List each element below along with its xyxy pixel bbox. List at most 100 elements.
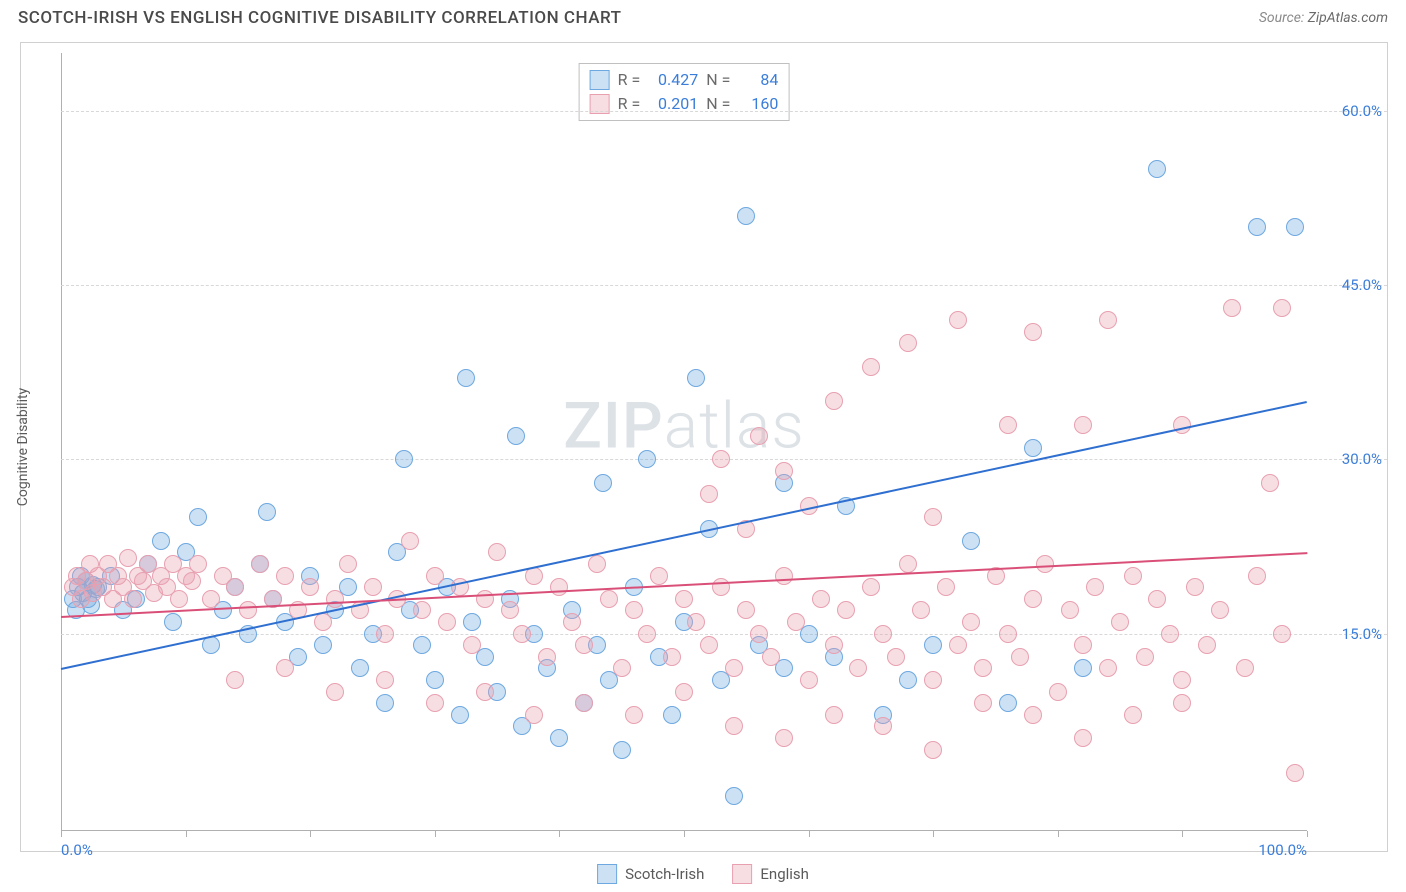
data-point-english xyxy=(800,671,818,689)
data-point-english xyxy=(874,625,892,643)
data-point-english xyxy=(737,601,755,619)
data-point-english xyxy=(750,625,768,643)
data-point-english xyxy=(364,578,382,596)
x-tick xyxy=(684,831,685,837)
x-tick xyxy=(186,831,187,837)
data-point-english xyxy=(924,741,942,759)
data-point-scotch_irish xyxy=(899,671,917,689)
data-point-english xyxy=(339,555,357,573)
source-link[interactable]: ZipAtlas.com xyxy=(1308,10,1388,26)
data-point-scotch_irish xyxy=(189,508,207,526)
r-label: R = xyxy=(618,68,641,92)
data-point-english xyxy=(775,567,793,585)
data-point-scotch_irish xyxy=(152,532,170,550)
x-tick xyxy=(1058,831,1059,837)
data-point-english xyxy=(1074,416,1092,434)
data-point-english xyxy=(837,601,855,619)
n-label: N = xyxy=(706,68,730,92)
data-point-english xyxy=(401,532,419,550)
data-point-english xyxy=(1099,659,1117,677)
x-tick xyxy=(1182,831,1183,837)
data-point-english xyxy=(825,636,843,654)
data-point-english xyxy=(476,590,494,608)
data-point-english xyxy=(1148,590,1166,608)
data-point-english xyxy=(276,567,294,585)
data-point-scotch_irish xyxy=(507,427,525,445)
y-tick-label: 60.0% xyxy=(1342,102,1382,120)
data-point-english xyxy=(1024,706,1042,724)
legend-label: English xyxy=(760,865,809,883)
data-point-scotch_irish xyxy=(550,729,568,747)
data-point-english xyxy=(563,613,581,631)
data-point-english xyxy=(538,648,556,666)
legend-label: Scotch-Irish xyxy=(625,865,704,883)
data-point-english xyxy=(675,590,693,608)
swatch-scotch_irish xyxy=(590,70,610,90)
source-attribution: Source: ZipAtlas.com xyxy=(1259,10,1388,26)
data-point-english xyxy=(1173,694,1191,712)
data-point-english xyxy=(750,427,768,445)
correlation-stats-box: R =0.427N =84R =0.201N =160 xyxy=(579,63,790,121)
data-point-scotch_irish xyxy=(426,671,444,689)
data-point-scotch_irish xyxy=(687,369,705,387)
watermark: ZIPatlas xyxy=(563,389,805,464)
data-point-english xyxy=(825,392,843,410)
data-point-english xyxy=(625,601,643,619)
trend-line-english xyxy=(61,552,1307,618)
data-point-english xyxy=(949,636,967,654)
data-point-english xyxy=(326,590,344,608)
data-point-english xyxy=(625,706,643,724)
data-point-english xyxy=(924,671,942,689)
data-point-english xyxy=(426,567,444,585)
data-point-english xyxy=(124,590,142,608)
data-point-english xyxy=(525,706,543,724)
data-point-scotch_irish xyxy=(999,694,1017,712)
stats-row-scotch_irish: R =0.427N =84 xyxy=(590,68,779,92)
data-point-english xyxy=(1136,648,1154,666)
data-point-english xyxy=(924,508,942,526)
data-point-english xyxy=(1198,636,1216,654)
data-point-scotch_irish xyxy=(725,787,743,805)
data-point-english xyxy=(613,659,631,677)
data-point-english xyxy=(1186,578,1204,596)
x-tick xyxy=(310,831,311,837)
data-point-english xyxy=(326,683,344,701)
data-point-english xyxy=(1049,683,1067,701)
chart-header: SCOTCH-IRISH VS ENGLISH COGNITIVE DISABI… xyxy=(0,0,1406,32)
r-value: 0.427 xyxy=(648,68,698,92)
data-point-scotch_irish xyxy=(258,503,276,521)
data-point-english xyxy=(1261,474,1279,492)
data-point-english xyxy=(575,694,593,712)
data-point-english xyxy=(725,659,743,677)
data-point-english xyxy=(1074,729,1092,747)
data-point-english xyxy=(476,683,494,701)
data-point-english xyxy=(1273,625,1291,643)
data-point-english xyxy=(775,462,793,480)
data-point-english xyxy=(638,625,656,643)
data-point-english xyxy=(899,334,917,352)
data-point-english xyxy=(1124,567,1142,585)
data-point-english xyxy=(376,671,394,689)
data-point-english xyxy=(276,659,294,677)
data-point-english xyxy=(575,636,593,654)
data-point-english xyxy=(962,613,980,631)
r-value: 0.201 xyxy=(648,92,698,116)
data-point-scotch_irish xyxy=(395,450,413,468)
data-point-english xyxy=(650,567,668,585)
data-point-english xyxy=(251,555,269,573)
data-point-english xyxy=(301,578,319,596)
x-tick xyxy=(559,831,560,837)
data-point-english xyxy=(488,543,506,561)
x-tick xyxy=(1307,831,1308,837)
data-point-english xyxy=(663,648,681,666)
data-point-scotch_irish xyxy=(737,207,755,225)
data-point-english xyxy=(937,578,955,596)
data-point-english xyxy=(812,590,830,608)
data-point-english xyxy=(874,717,892,735)
data-point-scotch_irish xyxy=(451,706,469,724)
plot-area: ZIPatlas R =0.427N =84R =0.201N =160 15.… xyxy=(61,53,1307,831)
x-tick xyxy=(933,831,934,837)
data-point-english xyxy=(1211,601,1229,619)
data-point-english xyxy=(999,625,1017,643)
data-point-english xyxy=(1011,648,1029,666)
